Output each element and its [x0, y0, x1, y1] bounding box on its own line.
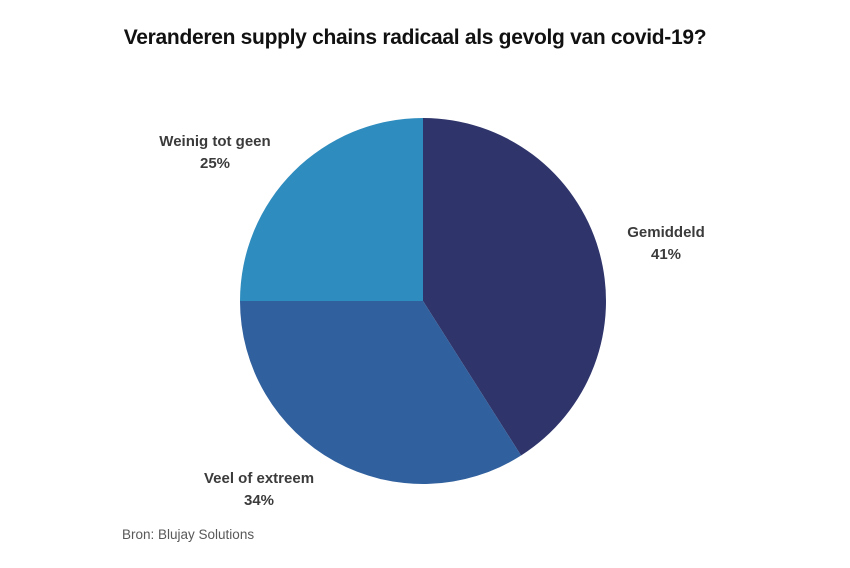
chart-title: Veranderen supply chains radicaal als ge… — [123, 26, 707, 49]
pie-label-veel-of-extreem: Veel of extreem 34% — [204, 468, 314, 512]
pie-slice-veel-of-extreem — [240, 301, 522, 485]
pie-label-text: Veel of extreem — [203, 470, 315, 487]
pie-label-gemiddeld: Gemiddeld 41% — [627, 222, 705, 266]
pie-slice-weinig-tot-geen — [240, 118, 423, 301]
pie-label-value: 41% — [650, 246, 682, 263]
pie-label-value: 25% — [199, 155, 231, 172]
pie-slice-gemiddeld — [423, 118, 607, 456]
pie-label-weinig-tot-geen: Weinig tot geen 25% — [159, 131, 270, 175]
pie-label-text: Weinig tot geen — [159, 133, 271, 150]
pie-label-text: Gemiddeld — [627, 224, 705, 241]
source-attribution: Bron: Blujay Solutions — [122, 527, 255, 542]
pie-label-value: 34% — [243, 492, 275, 509]
